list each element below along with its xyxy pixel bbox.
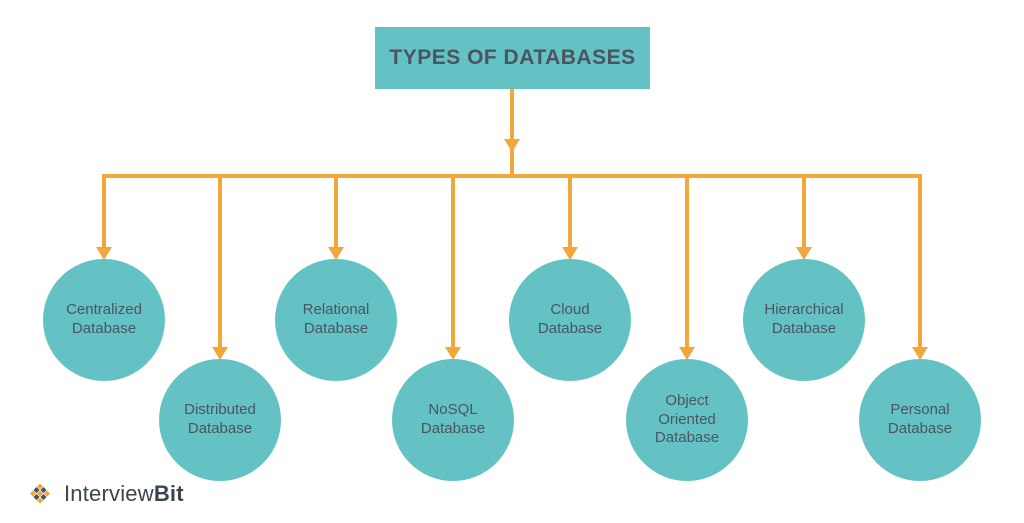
footer-text-bold: Bit xyxy=(154,481,184,506)
node-object: Object Oriented Database xyxy=(626,359,748,481)
footer-logo: InterviewBit xyxy=(24,478,184,510)
node-distributed: Distributed Database xyxy=(159,359,281,481)
footer-text: InterviewBit xyxy=(64,481,184,507)
node-relational: Relational Database xyxy=(275,259,397,381)
interviewbit-logo-icon xyxy=(24,478,56,510)
node-hierarchical: Hierarchical Database xyxy=(743,259,865,381)
title-text: TYPES OF DATABASES xyxy=(389,46,635,70)
node-nosql: NoSQL Database xyxy=(392,359,514,481)
title-box: TYPES OF DATABASES xyxy=(375,27,650,89)
footer-text-prefix: Interview xyxy=(64,481,154,506)
node-centralized: Centralized Database xyxy=(43,259,165,381)
node-cloud: Cloud Database xyxy=(509,259,631,381)
node-personal: Personal Database xyxy=(859,359,981,481)
